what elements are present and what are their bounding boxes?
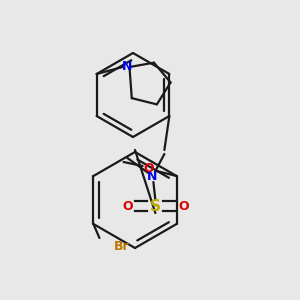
Text: S: S [150,199,161,214]
Text: O: O [178,200,189,212]
Text: Br: Br [113,239,129,253]
Text: N: N [147,169,158,182]
Text: N: N [122,59,132,73]
Text: O: O [122,200,133,212]
Text: O: O [143,161,154,175]
